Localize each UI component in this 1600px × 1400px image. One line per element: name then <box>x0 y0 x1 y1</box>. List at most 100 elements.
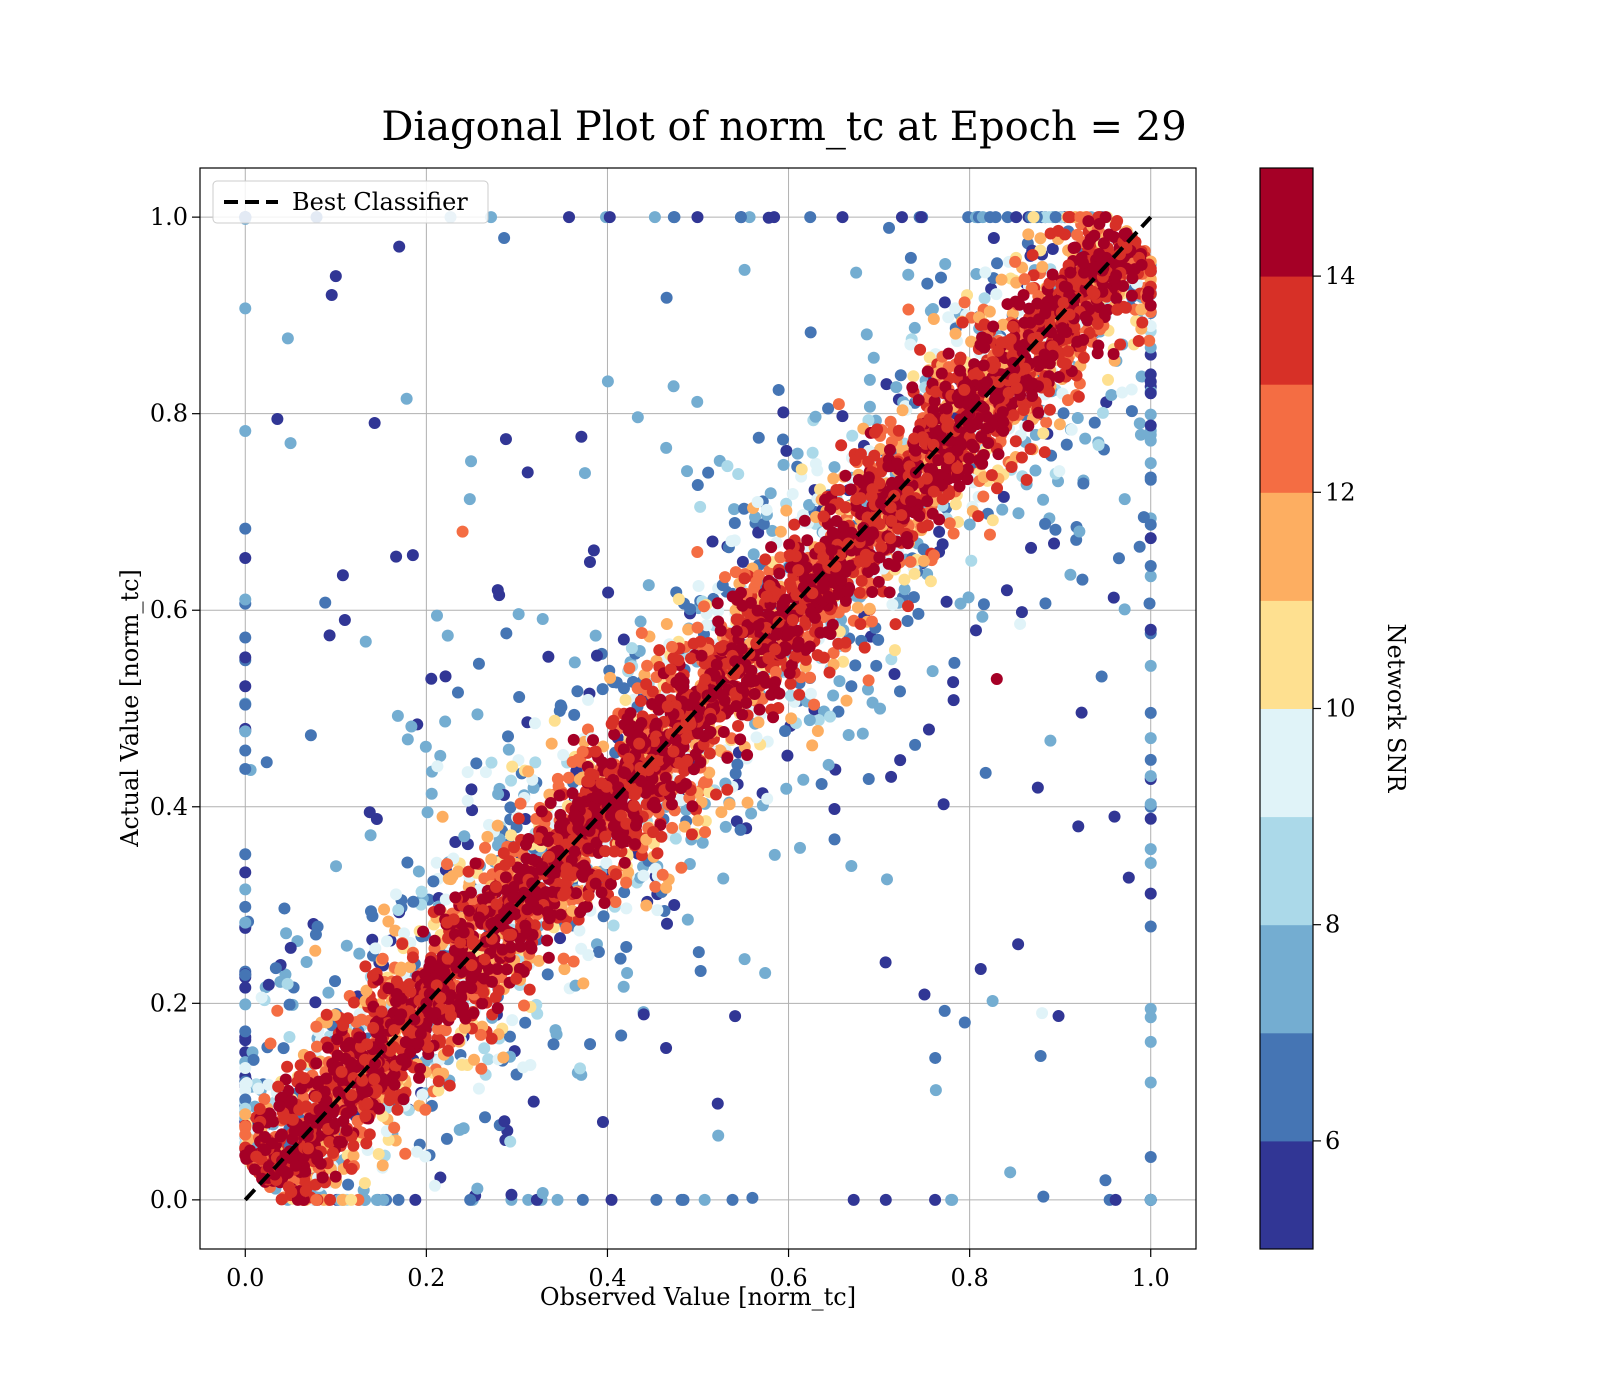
scatter-point <box>691 211 704 224</box>
scatter-point <box>712 615 725 628</box>
scatter-point <box>870 659 883 672</box>
scatter-point <box>542 650 555 663</box>
scatter-point <box>907 591 920 604</box>
scatter-point <box>492 788 505 801</box>
scatter-point <box>879 1193 892 1206</box>
scatter-point <box>498 232 511 245</box>
scatter-point <box>401 856 414 869</box>
scatter-point <box>904 338 917 351</box>
scatter-point <box>883 221 896 234</box>
scatter-point <box>1077 351 1090 364</box>
scatter-point <box>348 996 361 1009</box>
scatter-point <box>283 998 296 1011</box>
scatter-point <box>518 999 531 1012</box>
scatter-point <box>984 211 997 224</box>
scatter-point <box>563 211 576 224</box>
scatter-point <box>873 518 886 531</box>
scatter-point <box>1132 335 1145 348</box>
scatter-point <box>986 514 999 527</box>
scatter-point <box>458 830 471 843</box>
scatter-point <box>576 1193 589 1206</box>
scatter-point <box>822 402 835 415</box>
scatter-point <box>1075 706 1088 719</box>
scatter-point <box>728 517 741 530</box>
scatter-point <box>377 1193 390 1206</box>
scatter-point <box>324 1193 337 1206</box>
scatter-point <box>353 947 366 960</box>
scatter-point <box>752 716 765 729</box>
scatter-point <box>949 498 962 511</box>
scatter-point <box>502 730 515 743</box>
scatter-point <box>833 675 846 688</box>
scatter-point <box>1048 537 1061 550</box>
scatter-point <box>660 881 673 894</box>
scatter-point <box>468 1053 481 1066</box>
scatter-point <box>902 303 915 316</box>
scatter-point <box>263 1107 276 1120</box>
scatter-point <box>1012 938 1025 951</box>
scatter-point <box>571 685 584 698</box>
scatter-point <box>280 927 293 940</box>
scatter-point <box>1144 798 1157 811</box>
scatter-point <box>239 552 252 565</box>
scatter-point <box>326 1146 339 1159</box>
scatter-point <box>359 960 372 973</box>
scatter-point <box>380 935 393 948</box>
scatter-point <box>360 984 373 997</box>
scatter-point <box>830 483 843 496</box>
scatter-point <box>1034 1050 1047 1063</box>
scatter-point <box>597 910 610 923</box>
scatter-point <box>772 702 785 715</box>
scatter-point <box>574 1062 587 1075</box>
scatter-point <box>322 986 335 999</box>
scatter-point <box>479 841 492 854</box>
scatter-point <box>551 833 564 846</box>
scatter-point <box>345 1162 358 1175</box>
scatter-point <box>271 413 284 426</box>
scatter-point <box>811 724 824 737</box>
scatter-point <box>425 787 438 800</box>
scatter-point <box>773 567 786 580</box>
scatter-point <box>703 747 716 760</box>
scatter-point <box>239 1128 252 1141</box>
scatter-point <box>239 725 252 738</box>
scatter-point <box>1006 307 1019 320</box>
scatter-point <box>948 656 961 669</box>
scatter-point <box>309 928 322 941</box>
scatter-point <box>720 657 733 670</box>
scatter-point <box>1010 211 1023 224</box>
scatter-point <box>965 335 978 348</box>
scatter-point <box>442 1044 455 1057</box>
scatter-point <box>961 473 974 486</box>
scatter-point <box>329 1170 342 1183</box>
scatter-point <box>519 1016 532 1029</box>
scatter-point <box>485 853 498 866</box>
scatter-point <box>692 946 705 959</box>
scatter-point <box>794 841 807 854</box>
scatter-point <box>1116 386 1129 399</box>
scatter-point <box>996 503 1009 516</box>
scatter-point <box>700 619 713 632</box>
scatter-point <box>1126 272 1139 285</box>
scatter-point <box>901 537 914 550</box>
scatter-point <box>774 551 787 564</box>
scatter-point <box>347 1139 360 1152</box>
scatter-point <box>901 600 914 613</box>
scatter-point <box>239 744 252 757</box>
scatter-point <box>281 332 294 345</box>
scatter-point <box>1043 403 1056 416</box>
scatter-point <box>942 347 955 360</box>
scatter-point <box>804 687 817 700</box>
scatter-point <box>872 575 885 588</box>
scatter-point <box>979 766 992 779</box>
scatter-point <box>723 798 736 811</box>
scatter-point <box>832 398 845 411</box>
scatter-point <box>506 760 519 773</box>
scatter-point <box>592 945 605 958</box>
scatter-point <box>886 598 899 611</box>
scatter-point <box>471 708 484 721</box>
scatter-point <box>441 629 454 642</box>
scatter-point <box>970 267 983 280</box>
scatter-point <box>453 1123 466 1136</box>
